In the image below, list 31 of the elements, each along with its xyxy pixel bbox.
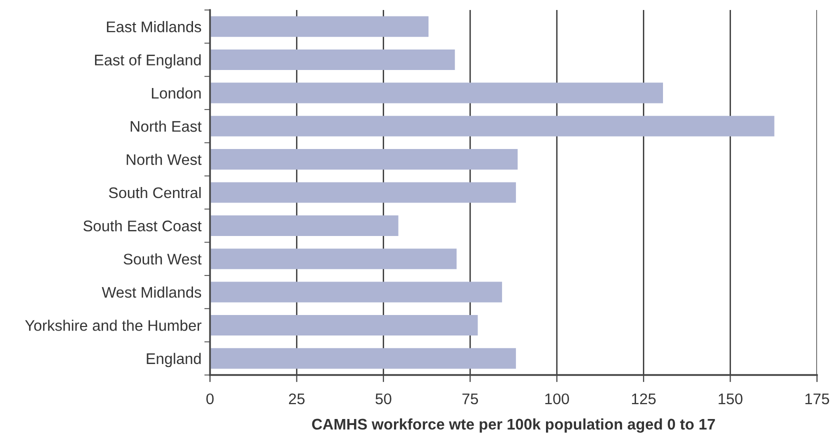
y-tick-label: South West	[124, 253, 202, 265]
x-axis-title: CAMHS workforce wte per 100k population aged 0 to 17	[312, 418, 715, 433]
x-tick-label: 175	[805, 394, 830, 404]
y-tick-label: East of England	[95, 54, 201, 68]
bar	[210, 149, 518, 170]
x-tick-label: 75	[462, 394, 478, 404]
y-tick-label: East Midlands	[106, 21, 202, 32]
y-tick-label: England	[146, 352, 201, 368]
x-tick-label: 0	[206, 393, 214, 404]
x-tick-label: 25	[288, 393, 305, 404]
bar	[210, 314, 478, 336]
y-tick-label: North West	[126, 154, 202, 166]
x-tick-label: 100	[545, 393, 570, 404]
y-tick-label: London	[152, 87, 201, 99]
x-tick-label: 50	[376, 393, 392, 404]
bar	[210, 82, 663, 104]
y-tick-label: South Central	[108, 186, 201, 198]
y-tick-label: Yorkshire and the Humber	[25, 320, 202, 331]
bar	[210, 215, 398, 236]
bar	[210, 49, 455, 70]
bar	[210, 248, 457, 270]
bar	[210, 282, 502, 302]
y-tick-label: West Midlands	[102, 286, 202, 298]
bar	[210, 116, 774, 136]
y-tick-label: North East	[130, 120, 202, 132]
bar	[210, 348, 516, 369]
bar	[210, 182, 516, 203]
x-tick-label: 150	[718, 393, 742, 404]
y-tick-label: South East Coast	[83, 220, 202, 232]
x-tick-label: 125	[632, 393, 656, 404]
bar	[210, 16, 429, 37]
